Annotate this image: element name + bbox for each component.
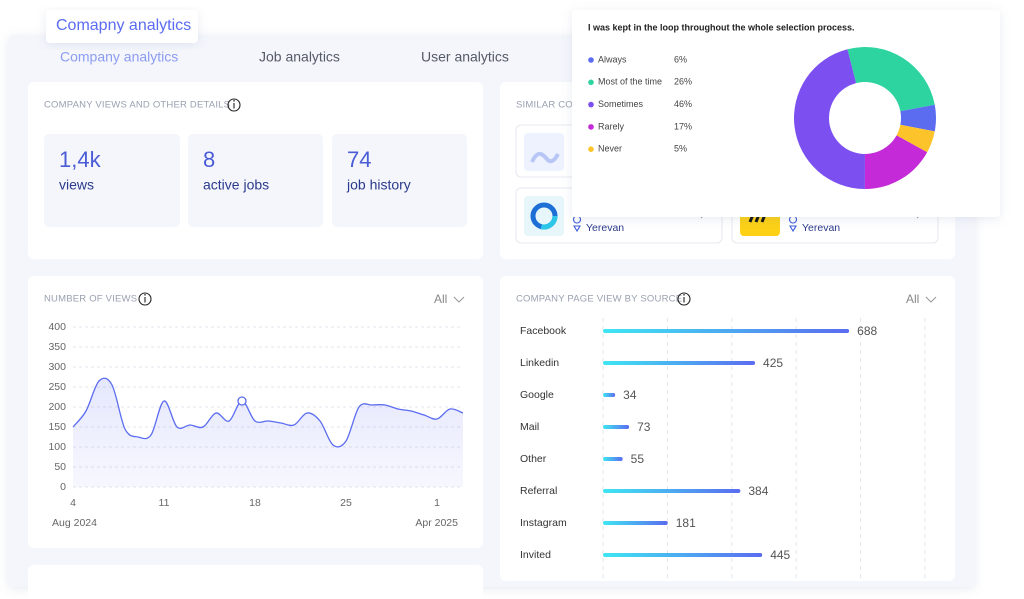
category-label: Google: [520, 389, 554, 401]
period-start: Aug 2024: [52, 517, 97, 529]
legend-swatch: [588, 57, 594, 63]
y-tick-label: 200: [48, 401, 66, 413]
card-title: COMPANY VIEWS AND OTHER DETAILS: [44, 100, 230, 111]
legend-label: Most of the time: [598, 77, 662, 87]
line: [72, 377, 464, 448]
y-tick-label: 400: [48, 321, 66, 333]
company-logo: [524, 133, 564, 171]
card-title: SIMILAR COMPANIES: [516, 100, 616, 111]
chevron: [453, 296, 465, 303]
category-label: Linkedin: [520, 357, 559, 369]
stat-label: active jobs: [203, 177, 269, 193]
category-label: Facebook: [520, 325, 567, 337]
legend-swatch: [588, 124, 594, 130]
y-tick-label: 250: [48, 381, 66, 393]
card-title: COMPANY PAGE VIEW BY SOURCE: [516, 294, 682, 305]
legend-value: 17%: [674, 121, 692, 131]
legend-label: Never: [598, 144, 622, 154]
info-icon: [677, 292, 691, 306]
stat-box: [44, 134, 180, 227]
stat-box: [332, 134, 467, 227]
category-label: Referral: [520, 485, 557, 497]
tab[interactable]: Job analytics: [259, 49, 340, 65]
charts: 0 50 100 150 200 250 300 350 400 4 11 18 25 1 Facebook…: [48, 46, 936, 578]
card-title: NUMBER OF VIEWS: [44, 294, 137, 305]
category-label: Mail: [520, 421, 539, 433]
legend-label: Rarely: [598, 121, 625, 131]
stat-box: [188, 134, 323, 227]
legend-value: 46%: [674, 99, 692, 109]
y-tick-label: 300: [48, 361, 66, 373]
tab[interactable]: User analytics: [421, 49, 509, 65]
legend-swatch: [588, 79, 594, 86]
company-location: Yerevan: [802, 222, 840, 234]
y-tick-label: 50: [54, 461, 66, 473]
bar: [603, 553, 763, 557]
info-icon: [227, 98, 241, 112]
bar: [603, 489, 741, 493]
company-location: Yerevan: [586, 222, 624, 234]
legend-label: Always: [598, 54, 627, 64]
logo-shape: [530, 202, 558, 230]
y-tick-label: 150: [48, 421, 66, 433]
x-tick-label: 4: [70, 497, 76, 509]
donut-slice: [794, 49, 865, 189]
legend-value: 26%: [674, 77, 692, 87]
category-label: Other: [520, 453, 547, 465]
floating-label-box: [46, 10, 198, 43]
bar: [603, 329, 850, 333]
dropdown[interactable]: All: [906, 292, 919, 306]
legend-value: 6%: [674, 54, 687, 64]
donut-slice: [896, 124, 935, 153]
stat-label: job history: [346, 177, 411, 193]
popup-title: I was kept in the loop throughout the wh…: [588, 22, 855, 32]
donut-slice: [864, 135, 928, 190]
legend-swatch: [588, 146, 594, 152]
area: [73, 378, 463, 487]
value-label: 73: [637, 420, 651, 434]
bar: [603, 521, 668, 525]
highlight-point: [237, 396, 247, 406]
y-tick-label: 100: [48, 441, 66, 453]
y-tick-label: 350: [48, 341, 66, 353]
bar: [603, 361, 756, 365]
logo-shape: [530, 151, 560, 164]
period-end: Apr 2025: [415, 517, 458, 529]
legend-value: 5%: [674, 144, 687, 154]
category-label: Invited: [520, 549, 551, 561]
stat-value: 1,4k: [59, 147, 102, 172]
info-icon: [138, 292, 152, 306]
donut-slice: [847, 46, 935, 112]
stat-value: 8: [203, 147, 215, 172]
tab-active[interactable]: Company analytics: [60, 49, 178, 65]
x-tick-label: 25: [340, 497, 352, 509]
value-label: 34: [623, 388, 637, 402]
value-label: 181: [676, 516, 696, 530]
stat-label: views: [59, 177, 94, 193]
chevron: [925, 296, 937, 303]
dropdown[interactable]: All: [434, 292, 447, 306]
category-label: Instagram: [520, 517, 567, 529]
value-label: 384: [748, 484, 768, 498]
x-tick-label: 1: [434, 497, 440, 509]
floating-label: Comapny analytics: [56, 17, 191, 34]
company-logo: [524, 196, 564, 236]
legend-label: Sometimes: [598, 99, 644, 109]
donut-slice: [900, 104, 936, 132]
bar: [603, 425, 630, 429]
value-label: 445: [770, 548, 790, 562]
value-label: 425: [763, 356, 783, 370]
stat-value: 74: [347, 147, 371, 172]
value-label: 688: [857, 324, 877, 338]
y-tick-label: 0: [60, 481, 66, 493]
bar: [603, 393, 616, 397]
legend-swatch: [588, 101, 594, 108]
x-tick-label: 18: [249, 497, 261, 509]
card: [28, 565, 483, 599]
bar: [603, 457, 623, 461]
value-label: 55: [631, 452, 645, 466]
card: [500, 276, 955, 581]
x-tick-label: 11: [159, 497, 170, 509]
